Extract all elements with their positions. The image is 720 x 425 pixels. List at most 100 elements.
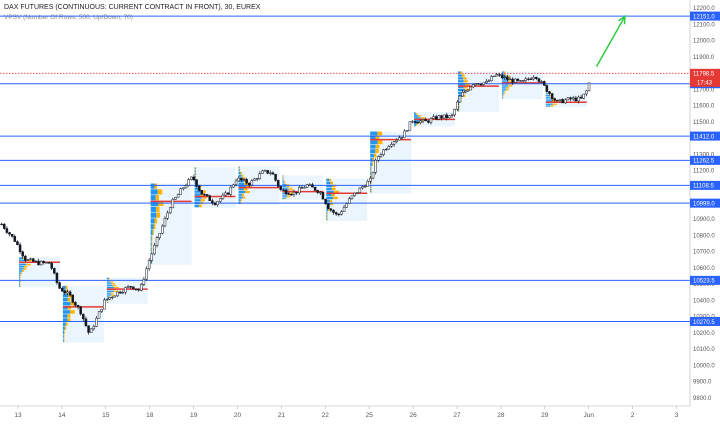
profile-bar-up — [238, 169, 240, 172]
profile-bar-down — [463, 85, 468, 89]
profile-bar-up — [545, 84, 547, 86]
profile-bar-up — [62, 298, 68, 302]
candle-body — [232, 184, 235, 188]
candle-body — [337, 213, 341, 216]
profile-bar-up — [282, 178, 284, 181]
profile-bar-up — [501, 73, 505, 75]
profile-bar-up — [545, 93, 548, 95]
candle-body — [76, 305, 80, 308]
candle-body — [47, 262, 51, 264]
profile-bar-down — [377, 140, 383, 145]
profile-bar-down — [198, 204, 202, 208]
profile-bar-down — [286, 184, 289, 186]
candle-body — [456, 101, 459, 110]
candle-body — [498, 74, 501, 76]
profile-bar-up — [414, 121, 420, 123]
candle-body — [535, 76, 538, 79]
candle-body — [316, 190, 319, 193]
profile-bar-up — [282, 184, 287, 186]
candle-body — [279, 186, 283, 191]
profile-bar-up — [62, 293, 69, 298]
candle-body — [329, 208, 333, 211]
profile-bar-up — [414, 123, 417, 125]
candle-body — [527, 78, 530, 80]
profile-bar-up — [414, 125, 415, 127]
candle-body — [490, 76, 493, 82]
x-tick-label: 15 — [102, 412, 110, 419]
candle-body — [116, 291, 119, 297]
candle-body — [121, 291, 125, 294]
profile-bar-down — [19, 278, 21, 281]
profile-bar-up — [238, 199, 241, 202]
profile-bar-down — [506, 87, 510, 89]
time-axis-bg — [0, 406, 720, 425]
candle-body — [105, 298, 109, 301]
profile-bar-up — [501, 95, 503, 97]
profile-bar-up — [414, 112, 415, 114]
profile-bar-down — [463, 80, 468, 83]
profile-bar-down — [331, 187, 336, 191]
candle-body — [529, 78, 533, 80]
candle-body — [271, 172, 275, 175]
profile-bar-down — [371, 180, 372, 184]
candle-body — [142, 279, 146, 285]
level-label: 11262.5 — [693, 159, 715, 165]
candle-body — [466, 89, 470, 92]
candle-body — [242, 179, 246, 181]
candle-body — [545, 85, 549, 92]
profile-bar-up — [545, 103, 553, 105]
candle-body — [176, 194, 180, 198]
candle-body — [406, 130, 409, 132]
profile-bar-up — [458, 85, 464, 89]
profile-bar-up — [238, 188, 244, 191]
profile-bar-up — [150, 241, 152, 247]
profile-bar-down — [330, 202, 334, 206]
y-tick-label: 10800.0 — [693, 233, 715, 239]
candle-body — [168, 207, 172, 214]
candle-body — [345, 203, 348, 208]
profile-bar-up — [458, 80, 464, 83]
candle-body — [124, 287, 127, 293]
candle-body — [190, 176, 193, 180]
candle-body — [192, 176, 196, 181]
candle-body — [348, 198, 351, 204]
profile-bar-down — [283, 175, 284, 177]
profile-bar-up — [370, 166, 372, 171]
candle-body — [266, 170, 269, 174]
profile-bar-down — [283, 178, 284, 181]
candle-body — [216, 201, 219, 206]
level-label-bg — [690, 131, 720, 141]
candle-body — [298, 187, 301, 194]
profile-bar-down — [331, 193, 336, 197]
candle-body — [384, 148, 388, 151]
candle-body — [97, 311, 101, 319]
x-tick-label: Jun — [583, 412, 594, 419]
y-tick-label: 11900.0 — [693, 55, 715, 61]
candle-body — [29, 258, 32, 260]
profile-bar-down — [151, 247, 153, 253]
candle-body — [137, 289, 140, 291]
candle-body — [16, 241, 19, 246]
profile-bar-down — [505, 89, 509, 91]
profile-bar-down — [288, 187, 293, 189]
candle-body — [413, 121, 417, 123]
candle-body — [24, 255, 27, 261]
profile-bar-up — [282, 187, 289, 189]
profile-bar-down — [240, 199, 242, 202]
profile-bar-down — [508, 85, 513, 87]
candle-body — [424, 119, 427, 122]
profile-bar-down — [70, 310, 75, 314]
profile-bar-up — [545, 105, 551, 107]
profile-bar-down — [504, 73, 506, 75]
candle-body — [108, 297, 111, 300]
candle-body — [532, 76, 535, 80]
profile-bar-down — [240, 171, 242, 175]
indicator-label: VPSV (Number Of Rows, 500, Up/Down, 70) — [4, 14, 133, 21]
candle-body — [461, 92, 464, 97]
candle-body — [205, 194, 209, 196]
candle-body — [374, 159, 377, 173]
profile-bar-up — [19, 276, 20, 279]
candle-body — [203, 194, 206, 196]
profile-bar-down — [375, 149, 379, 153]
